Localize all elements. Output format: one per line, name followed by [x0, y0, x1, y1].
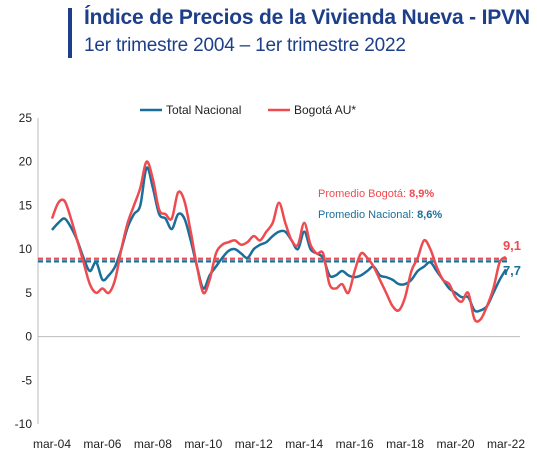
annotations: Promedio Bogotá: 8,9% Promedio Nacional: …	[318, 188, 521, 278]
y-tick-label: 20	[19, 155, 33, 169]
y-tick-label: -5	[21, 373, 32, 387]
y-tick-label: 10	[19, 242, 33, 256]
y-tick-label: 25	[19, 111, 33, 125]
series-line-total-nacional	[51, 166, 508, 313]
legend-label: Bogotá AU*	[294, 103, 356, 117]
x-tick-label: mar-04	[33, 437, 71, 451]
series-line-bogota	[50, 160, 507, 323]
y-tick-label: 15	[19, 198, 33, 212]
x-tick-label: mar-10	[184, 437, 222, 451]
reference-lines	[38, 257, 510, 263]
average-annotation: Promedio Nacional: 8,6%	[318, 209, 442, 221]
x-tick-label: mar-12	[235, 437, 273, 451]
average-annotation-value: 8,9%	[409, 188, 434, 200]
chart-title: Índice de Precios de la Vivienda Nueva -…	[84, 6, 530, 29]
average-annotation-label: Promedio Bogotá:	[318, 188, 409, 200]
average-annotation-label: Promedio Nacional:	[318, 209, 417, 221]
x-tick-label: mar-20	[437, 437, 475, 451]
x-tick-label: mar-18	[386, 437, 424, 451]
chart-subtitle: 1er trimestre 2004 – 1er trimestre 2022	[84, 35, 406, 56]
y-tick-label: 0	[25, 330, 32, 344]
legend: Total Nacional Bogotá AU*	[140, 103, 356, 117]
end-value-label: 7,7	[503, 263, 521, 278]
average-annotation: Promedio Bogotá: 8,9%	[318, 188, 434, 200]
x-tick-label: mar-08	[134, 437, 172, 451]
x-tick-label: mar-06	[83, 437, 121, 451]
legend-label: Total Nacional	[166, 103, 241, 117]
title-accent-bar	[68, 8, 72, 58]
average-annotation-value: 8,6%	[417, 209, 442, 221]
x-tick-label: mar-22	[487, 437, 525, 451]
y-tick-label: -10	[15, 417, 33, 431]
y-tick-label: 5	[25, 286, 32, 300]
end-value-label: 9,1	[503, 238, 521, 253]
series-group	[50, 160, 508, 323]
x-tick-label: mar-16	[336, 437, 374, 451]
x-tick-label: mar-14	[285, 437, 323, 451]
